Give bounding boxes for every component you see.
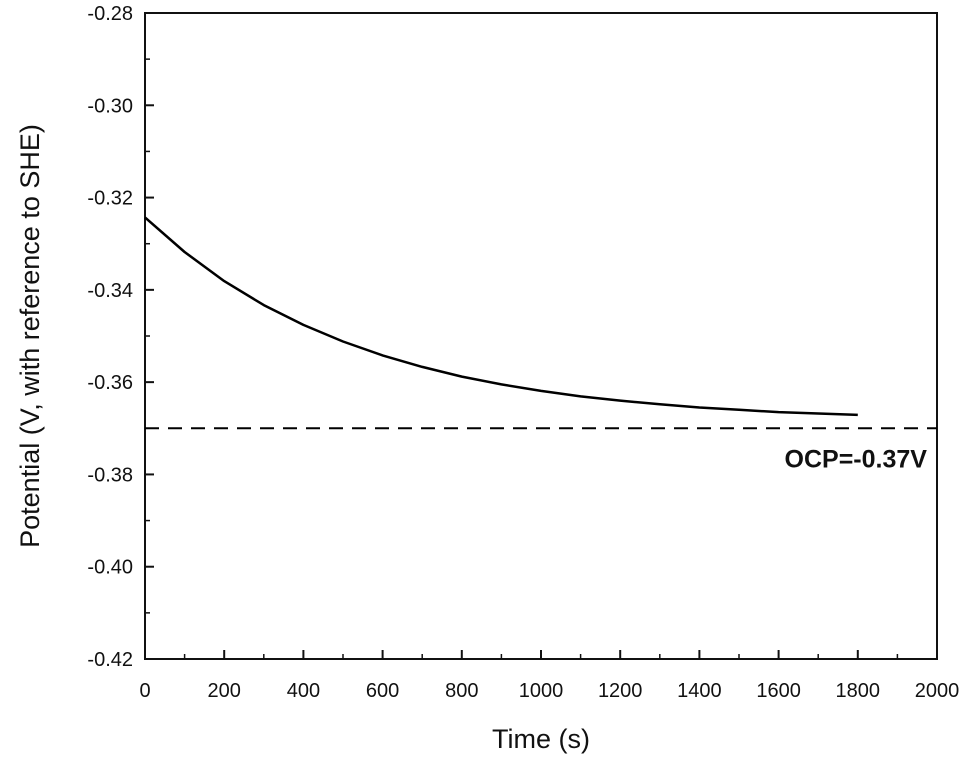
y-tick-label: -0.36 xyxy=(87,372,133,394)
potential-series-line xyxy=(144,216,858,417)
x-tick-label: 1800 xyxy=(836,680,881,702)
x-tick-label: 400 xyxy=(287,680,320,702)
x-tick-label: 600 xyxy=(366,680,399,702)
x-tick-label: 1400 xyxy=(677,680,722,702)
y-tick-label: -0.38 xyxy=(87,464,133,486)
y-tick-label: -0.34 xyxy=(87,280,133,302)
y-axis-label: Potential (V, with reference to SHE) xyxy=(15,124,45,548)
y-tick-label: -0.30 xyxy=(87,95,133,117)
y-tick-label: -0.42 xyxy=(87,649,133,671)
x-tick-label: 200 xyxy=(208,680,241,702)
x-tick-label: 2000 xyxy=(915,680,960,702)
x-tick-label: 1000 xyxy=(519,680,564,702)
plot-frame xyxy=(144,12,938,660)
y-tick-label: -0.40 xyxy=(87,557,133,579)
x-axis-label: Time (s) xyxy=(492,724,590,754)
x-tick-label: 1600 xyxy=(756,680,801,702)
y-tick-label: -0.32 xyxy=(87,188,133,210)
x-tick-label: 800 xyxy=(445,680,478,702)
y-tick-label: -0.28 xyxy=(87,3,133,25)
ocp-annotation: OCP=-0.37V xyxy=(785,445,928,473)
x-tick-label: 0 xyxy=(139,680,150,702)
x-tick-label: 1200 xyxy=(598,680,643,702)
